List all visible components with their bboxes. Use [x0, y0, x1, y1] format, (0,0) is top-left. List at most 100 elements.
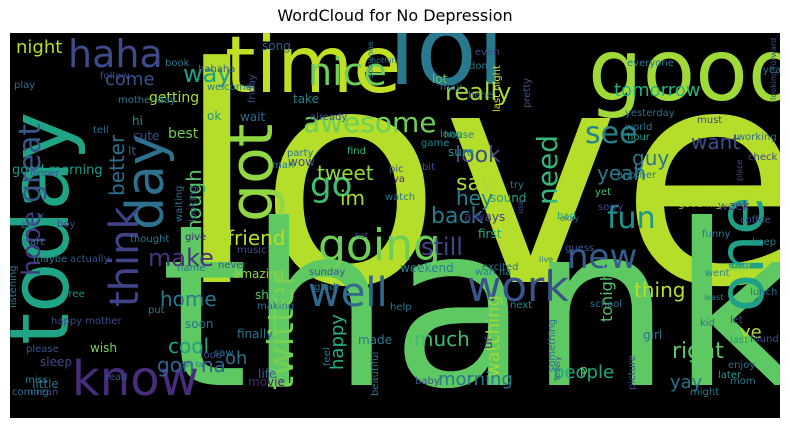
word-last-night: last night: [492, 65, 503, 112]
word-try: try: [510, 180, 524, 191]
word-lot: lot: [432, 72, 448, 86]
word-lol: lol: [388, 33, 505, 108]
word-next: next: [510, 300, 532, 311]
word-find: find: [347, 146, 366, 157]
word-hour: hour: [627, 132, 651, 143]
word-hehe: hehe: [468, 90, 493, 101]
word-x: x: [38, 211, 44, 222]
word-make: make: [148, 244, 214, 272]
word-morning: morning: [438, 369, 513, 390]
word-friday: friday: [247, 74, 258, 103]
word-thought: thought: [130, 234, 169, 245]
word-mother-day: mother day: [118, 95, 176, 106]
word-glad: glad: [314, 282, 336, 293]
word-picture: picture: [627, 355, 638, 390]
word-actually: actually: [70, 254, 110, 265]
word-hey: hey: [456, 186, 493, 210]
word-day: day: [116, 134, 176, 230]
word-someone: someone: [366, 41, 375, 78]
word-haha: haha: [68, 33, 163, 76]
word-work: work: [467, 262, 569, 311]
word-tweet: tweet: [317, 161, 374, 185]
word-know: know: [72, 351, 199, 407]
word-much: much: [414, 327, 470, 351]
word-ur: ur: [481, 336, 495, 349]
word-girl: girl: [643, 328, 662, 342]
word-looking: looking: [188, 186, 199, 222]
word-may: may: [440, 82, 462, 93]
word-watch: watch: [385, 192, 415, 203]
word-need: need: [531, 135, 564, 205]
word-nothing: nothing: [371, 56, 402, 65]
word-friend: friend: [227, 226, 286, 250]
word-amazing: amazing: [233, 267, 284, 281]
word-making: making: [257, 301, 294, 312]
word-big: big: [21, 220, 36, 231]
word-ye: ye: [740, 322, 762, 343]
word-yesterday: yesterday: [625, 108, 675, 119]
word-happy: happy: [327, 314, 348, 370]
word-happy-mother: happy mother: [51, 316, 123, 327]
word-put: put: [148, 305, 165, 316]
word-name: name: [177, 263, 205, 274]
word-great: great: [13, 123, 48, 203]
word-cute: cute: [133, 129, 159, 143]
word-gon-na: gon na: [157, 353, 226, 377]
word-hope: hope: [17, 211, 47, 276]
word-baby: baby: [415, 376, 440, 387]
word-coming: coming: [12, 387, 49, 398]
word-miss: miss: [25, 375, 48, 386]
word-sound: sound: [490, 191, 526, 205]
word-better: better: [105, 134, 129, 196]
word-long: long: [440, 129, 462, 140]
word-im: im: [340, 186, 365, 210]
word-right: right: [672, 339, 724, 364]
word-guy: guy: [632, 146, 669, 170]
word-sleep: sleep: [40, 355, 72, 369]
word-mom: mom: [730, 376, 756, 387]
word-found: found: [750, 334, 779, 345]
word-one: one: [705, 197, 778, 312]
word-well: well: [308, 270, 388, 316]
word-always: always: [464, 210, 505, 224]
word-stuff: stuff: [728, 263, 751, 274]
word-music: music: [237, 245, 267, 256]
word-dinner: dinner: [30, 169, 59, 179]
word-least: least: [704, 293, 723, 302]
word-let: let: [730, 315, 743, 326]
word-waiting: waiting: [174, 186, 185, 222]
word-went: went: [705, 268, 730, 279]
word-watching: watching: [483, 295, 504, 377]
word-night: night: [16, 37, 62, 58]
word-follow: follow: [100, 71, 130, 82]
word-working: working: [737, 132, 777, 143]
word-finally: finally: [237, 327, 273, 341]
word-use: use: [516, 200, 525, 214]
word-really: really: [445, 78, 511, 106]
word-made: made: [358, 333, 392, 347]
word-movie: movie: [248, 375, 285, 389]
word-thank: thank: [160, 177, 780, 418]
word-go: go: [310, 165, 352, 205]
word-good-night: good night: [678, 199, 732, 210]
word-though: though: [182, 169, 206, 240]
word-book: book: [165, 58, 190, 69]
word-weekend: weekend: [400, 261, 454, 275]
word-lt: lt: [128, 144, 136, 158]
word-new: new: [567, 237, 637, 277]
word-best: best: [168, 126, 199, 142]
word-yay: yay: [670, 372, 703, 393]
word-kid: kid: [700, 318, 715, 329]
chart-title: WordCloud for No Depression: [277, 6, 513, 25]
word-done: done: [469, 61, 494, 72]
word-something: something: [547, 319, 558, 372]
word-start: start: [21, 237, 44, 248]
word-feel: feel: [322, 347, 333, 366]
word-bad: bad: [557, 211, 576, 222]
word-last: last: [730, 335, 748, 346]
word-ya: ya: [393, 174, 405, 185]
word-place: place: [735, 159, 744, 181]
word-yet: yet: [595, 187, 611, 198]
word-never: never: [218, 260, 248, 271]
word-man: man: [272, 160, 294, 171]
